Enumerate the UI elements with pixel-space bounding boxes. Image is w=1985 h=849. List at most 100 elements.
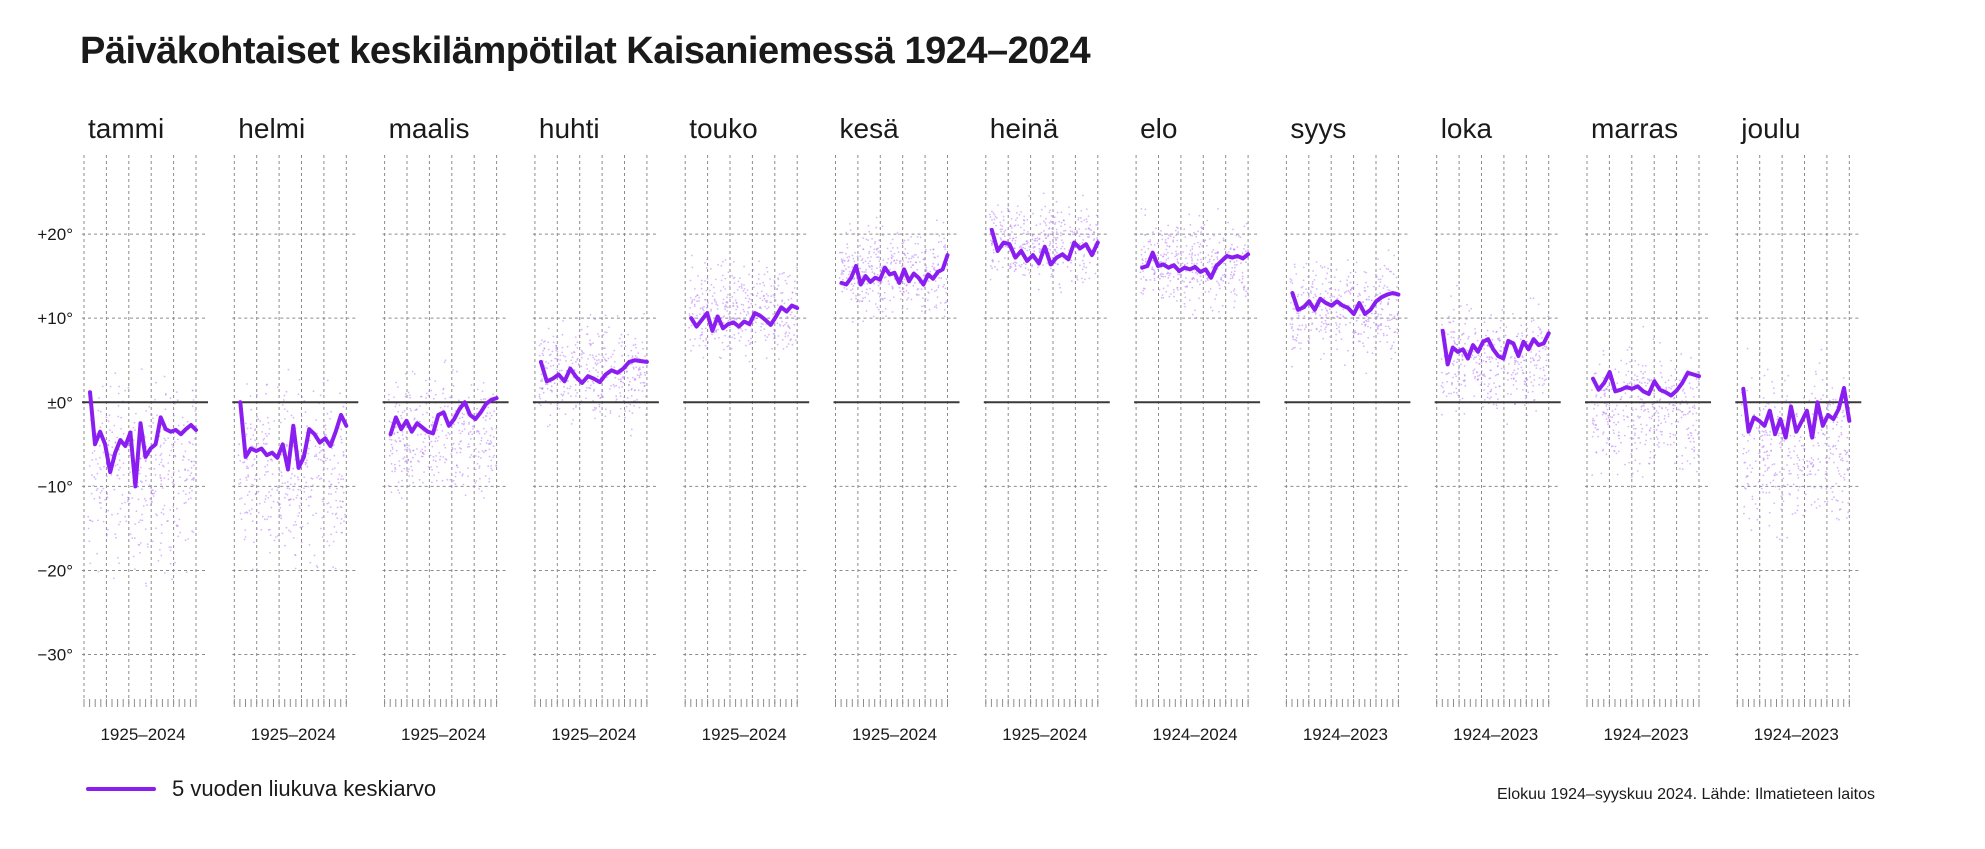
daily-point <box>1333 276 1336 278</box>
daily-point <box>1687 433 1689 436</box>
daily-point <box>1523 404 1526 406</box>
daily-point <box>1014 224 1017 227</box>
month-label: heinä <box>990 113 1059 144</box>
daily-point <box>1835 447 1838 450</box>
daily-point <box>472 428 474 430</box>
daily-point <box>405 436 408 438</box>
daily-point <box>1243 247 1245 250</box>
daily-point <box>763 273 766 276</box>
daily-point <box>1297 293 1300 296</box>
daily-point <box>691 313 694 315</box>
daily-point <box>1754 503 1757 505</box>
daily-point <box>1812 464 1815 466</box>
daily-point <box>1514 361 1516 364</box>
daily-point <box>1597 404 1599 407</box>
daily-point <box>582 352 585 355</box>
daily-point <box>1094 272 1097 275</box>
daily-point <box>866 283 869 285</box>
daily-point <box>1746 347 1749 350</box>
daily-point <box>1617 421 1620 424</box>
daily-point <box>1789 434 1792 437</box>
daily-point <box>1541 384 1544 387</box>
daily-point <box>117 556 119 559</box>
daily-point <box>1506 392 1509 395</box>
daily-point <box>1686 460 1689 462</box>
x-period-label: 1925–2024 <box>100 725 185 744</box>
daily-point <box>1314 313 1317 315</box>
daily-point <box>1768 491 1771 494</box>
daily-point <box>1161 234 1163 237</box>
daily-point <box>1040 208 1043 211</box>
daily-point <box>1164 239 1167 241</box>
daily-point <box>1298 324 1301 327</box>
daily-point <box>1049 248 1052 251</box>
x-period-label: 1924–2023 <box>1453 725 1538 744</box>
daily-point <box>89 519 92 522</box>
daily-point <box>91 520 94 523</box>
daily-point <box>766 266 768 269</box>
daily-point <box>1194 309 1196 312</box>
daily-point <box>295 523 298 526</box>
daily-point <box>390 443 393 446</box>
daily-point <box>161 487 164 489</box>
daily-point <box>744 291 747 294</box>
daily-point <box>932 233 934 236</box>
daily-point <box>109 453 112 456</box>
daily-point <box>892 255 894 258</box>
daily-point <box>293 474 296 477</box>
daily-point <box>95 458 97 461</box>
daily-point <box>1062 241 1065 244</box>
daily-point <box>644 355 646 358</box>
daily-point <box>1223 248 1226 251</box>
daily-point <box>1035 224 1038 227</box>
daily-point <box>1652 338 1655 341</box>
daily-point <box>312 514 314 517</box>
daily-point <box>148 405 151 408</box>
daily-point <box>862 248 865 251</box>
daily-point <box>1325 314 1327 316</box>
daily-point <box>1496 407 1498 410</box>
daily-point <box>758 273 760 276</box>
daily-point <box>850 283 853 285</box>
daily-point <box>1453 341 1456 344</box>
daily-point <box>1231 277 1234 279</box>
daily-point <box>1226 252 1229 255</box>
daily-point <box>493 410 495 413</box>
daily-point <box>710 268 712 270</box>
daily-point <box>461 474 464 477</box>
daily-point <box>447 405 449 408</box>
daily-point <box>1140 208 1143 210</box>
daily-point <box>1208 290 1210 293</box>
daily-point <box>288 504 291 506</box>
daily-point <box>619 373 622 375</box>
daily-point <box>248 509 251 512</box>
daily-point <box>702 340 705 342</box>
daily-point <box>1500 346 1503 348</box>
daily-point <box>630 428 633 431</box>
daily-point <box>447 432 450 434</box>
daily-point <box>329 417 331 420</box>
daily-point <box>1606 420 1609 423</box>
daily-point <box>1346 279 1348 282</box>
daily-point <box>895 259 898 262</box>
daily-point <box>906 298 908 301</box>
daily-point <box>1189 249 1192 252</box>
daily-point <box>1190 256 1193 258</box>
daily-point <box>699 307 702 310</box>
daily-point <box>868 252 870 255</box>
daily-point <box>1459 338 1462 341</box>
daily-point <box>759 307 762 310</box>
daily-point <box>1659 360 1661 363</box>
daily-point <box>280 517 282 520</box>
daily-point <box>1847 511 1849 514</box>
daily-point <box>486 439 489 442</box>
daily-point <box>1365 315 1368 318</box>
daily-point <box>1172 240 1175 243</box>
daily-point <box>779 325 782 327</box>
daily-point <box>474 482 477 484</box>
daily-point <box>1389 270 1391 273</box>
daily-point <box>1157 232 1160 235</box>
daily-point <box>1657 415 1660 418</box>
daily-point <box>1688 382 1691 384</box>
daily-point <box>146 546 149 548</box>
